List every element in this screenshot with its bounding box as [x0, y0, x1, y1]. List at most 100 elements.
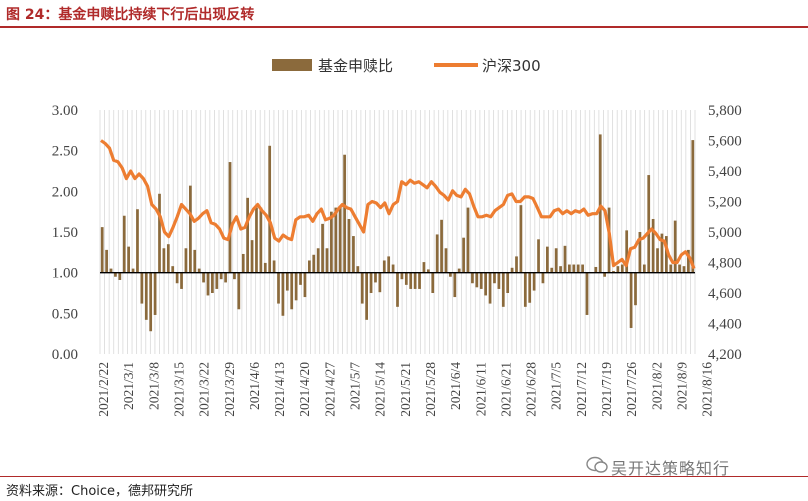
x-tick-label: 2021/4/13	[272, 362, 287, 417]
bar	[501, 272, 505, 307]
bar	[215, 272, 219, 289]
bar	[109, 268, 113, 273]
bar	[268, 145, 272, 273]
bar	[585, 272, 589, 315]
bar	[519, 205, 523, 273]
bar	[682, 266, 686, 273]
x-tick-label: 2021/3/15	[171, 362, 186, 417]
bar	[105, 249, 108, 273]
bar	[687, 249, 690, 273]
bar	[656, 248, 659, 273]
bar	[343, 154, 346, 273]
bar	[413, 272, 417, 289]
axes: 0.00 0.50 1.00 1.50 2.00 2.50 3.00 4,200 4,400 4,…	[52, 103, 742, 417]
watermark-text: 吴开达策略知行	[611, 459, 731, 478]
bar	[422, 262, 426, 273]
bar	[365, 272, 369, 320]
bar	[638, 232, 642, 273]
bar	[100, 227, 104, 273]
bar	[642, 264, 646, 273]
bar	[647, 175, 651, 273]
bar	[316, 248, 320, 273]
bar	[493, 272, 496, 284]
bar	[409, 272, 413, 289]
source-note: 资料来源：Choice，德邦研究所	[6, 484, 194, 499]
x-tick-label: 2021/6/28	[524, 362, 539, 417]
bar	[250, 240, 254, 273]
bar	[673, 220, 677, 273]
bar	[598, 134, 602, 273]
bar	[140, 272, 144, 304]
bar	[180, 272, 183, 289]
bar	[193, 249, 197, 273]
bar	[550, 267, 554, 273]
legend-line-label: 沪深300	[482, 57, 541, 75]
bar	[184, 248, 188, 273]
bar	[462, 237, 465, 273]
x-tick-label: 2021/5/21	[398, 362, 413, 417]
bar	[568, 264, 571, 273]
bar	[378, 272, 382, 293]
x-tick-label: 2021/3/29	[222, 362, 237, 417]
bar	[634, 272, 637, 306]
x-tick-label: 2021/6/4	[448, 362, 463, 410]
bar	[466, 207, 470, 273]
bar	[206, 272, 210, 296]
bar	[131, 268, 135, 273]
x-tick-label: 2021/7/5	[549, 362, 564, 410]
y-right-tick-label: 4,400	[708, 317, 742, 333]
bar	[219, 272, 223, 280]
bar	[559, 266, 562, 273]
bar	[620, 264, 624, 273]
y-left-tick-label: 2.00	[52, 184, 78, 200]
bar	[272, 260, 276, 273]
x-tick-label: 2021/5/14	[373, 362, 388, 417]
y-right-tick-label: 4,200	[708, 347, 742, 363]
y-left-tick-label: 1.00	[52, 266, 78, 282]
bar	[356, 266, 360, 273]
bar	[528, 272, 532, 303]
x-tick-label: 2021/6/11	[473, 362, 488, 416]
grid	[99, 110, 696, 354]
x-tick-label: 2021/6/21	[498, 362, 513, 417]
x-tick-label: 2021/5/28	[423, 362, 438, 417]
bar	[475, 272, 479, 288]
legend-bar-swatch	[272, 59, 312, 71]
bar	[484, 272, 488, 296]
x-tick-label: 2021/4/20	[297, 362, 312, 417]
bar	[426, 269, 430, 273]
y-left-tick-label: 0.50	[52, 306, 78, 322]
x-tick-label: 2021/7/26	[624, 362, 639, 417]
bar	[114, 272, 117, 277]
bar	[321, 223, 324, 273]
y-right-tick-label: 5,200	[708, 195, 742, 211]
bar	[127, 246, 131, 273]
bar	[629, 272, 633, 328]
bar	[347, 218, 351, 273]
bar	[404, 272, 408, 285]
x-tick-label: 2021/8/16	[700, 362, 715, 417]
bar	[572, 264, 576, 273]
x-tick-label: 2021/3/1	[121, 362, 136, 410]
bar	[211, 272, 214, 293]
bar	[360, 272, 364, 304]
x-tick-label: 2021/3/22	[197, 362, 212, 417]
bar	[691, 140, 695, 273]
bar	[188, 185, 192, 273]
bar	[166, 244, 170, 273]
x-tick-label: 2021/2/22	[96, 362, 111, 417]
x-tick-label: 2021/4/27	[322, 362, 337, 417]
bar	[255, 207, 258, 273]
bar	[387, 256, 391, 273]
hs300-line	[100, 139, 696, 270]
bar	[435, 234, 439, 273]
bar	[338, 205, 342, 273]
bar	[241, 253, 245, 273]
bar	[440, 219, 443, 273]
line-series	[100, 139, 696, 270]
y-right-tick-label: 5,000	[708, 225, 742, 241]
y-right-tick-label: 4,600	[708, 286, 742, 302]
bar	[382, 260, 386, 273]
bar	[400, 272, 404, 280]
bar	[158, 193, 161, 273]
